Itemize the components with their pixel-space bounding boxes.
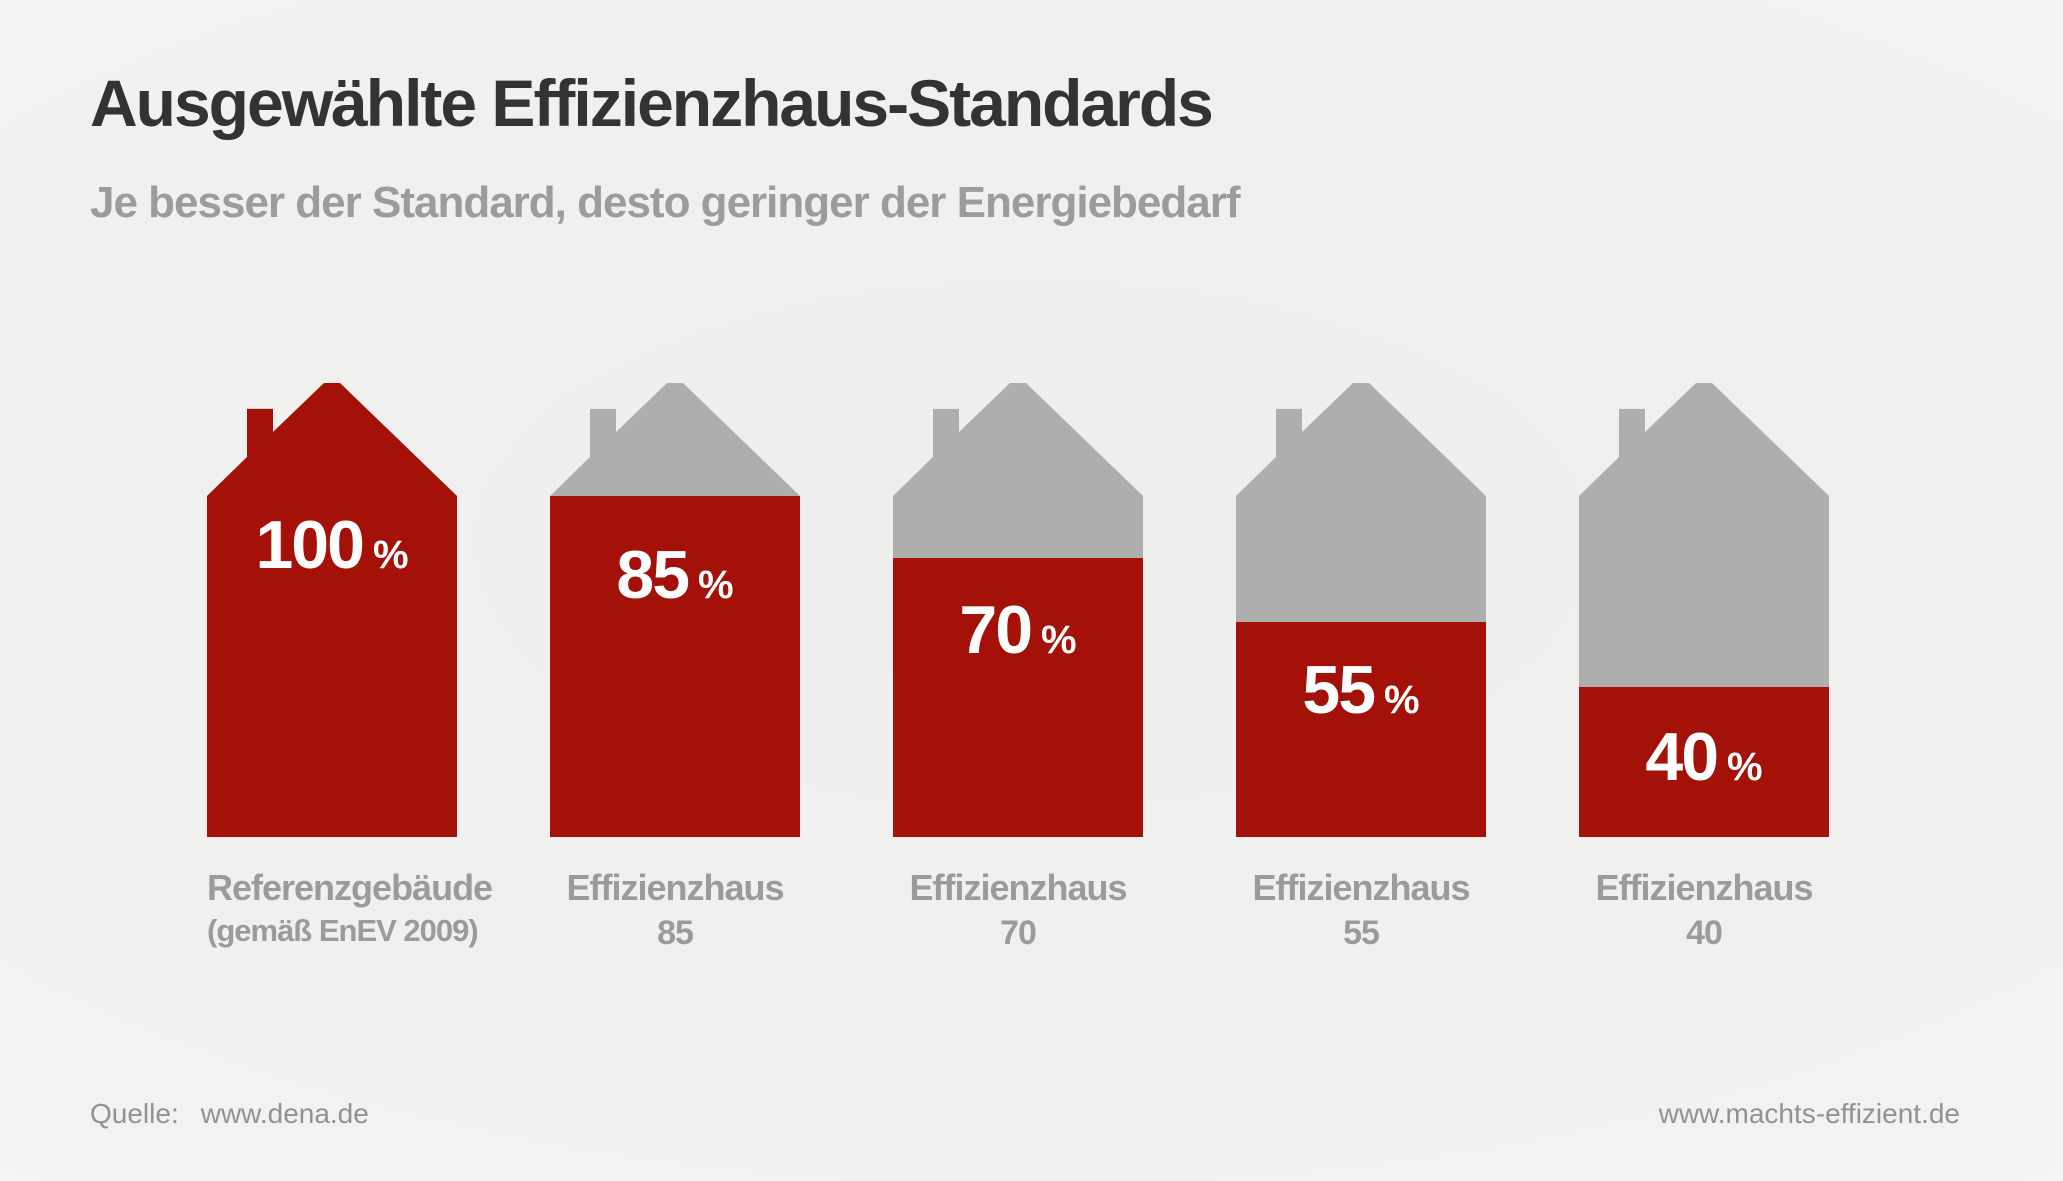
- percent-number: 40: [1645, 719, 1719, 795]
- category-label-line2: 55: [1343, 914, 1380, 953]
- page-title: Ausgewählte Effizienzhaus-Standards: [90, 66, 1214, 140]
- source-label: Quelle:: [90, 1098, 179, 1129]
- fill-level: [550, 496, 800, 837]
- category-label-effizienzhaus-70: Effizienzhaus 70: [893, 866, 1143, 955]
- house-pictogram-icon: 70%: [893, 383, 1143, 837]
- category-labels: Referenzgebäude (gemäß EnEV 2009) Effizi…: [207, 866, 1829, 955]
- percent-sign: %: [1041, 618, 1077, 662]
- house-bar-effizienzhaus-40: 40%: [1579, 383, 1829, 837]
- category-label-effizienzhaus-40: Effizienzhaus 40: [1579, 866, 1829, 955]
- house-pictogram-icon: 85%: [550, 383, 800, 837]
- percent-value: 85%: [550, 536, 800, 614]
- percent-number: 70: [959, 592, 1033, 668]
- category-label-line1: Effizienzhaus: [909, 867, 1127, 908]
- fill-level: [1579, 687, 1829, 837]
- percent-number: 85: [616, 537, 690, 613]
- category-label-referenzgebaeude: Referenzgebäude (gemäß EnEV 2009): [207, 866, 493, 955]
- house-bar-effizienzhaus-70: 70%: [893, 383, 1143, 837]
- house-pictogram-icon: 55%: [1236, 383, 1486, 837]
- category-label-line1: Effizienzhaus: [566, 867, 784, 908]
- percent-sign: %: [698, 563, 734, 607]
- category-label-line2: 40: [1686, 914, 1723, 953]
- category-label-line1: Effizienzhaus: [1252, 867, 1470, 908]
- page-subtitle: Je besser der Standard, desto geringer d…: [90, 178, 1241, 227]
- category-label-line1: Referenzgebäude: [207, 867, 493, 908]
- percent-value: 55%: [1236, 651, 1486, 729]
- house-pictogram-icon: 40%: [1579, 383, 1829, 837]
- house-pictogram-icon: 100%: [207, 383, 457, 837]
- percent-sign: %: [372, 533, 409, 577]
- house-bar-referenzgebaeude: 100%: [207, 383, 457, 837]
- source-url: www.dena.de: [200, 1098, 369, 1129]
- fill-level: [1236, 621, 1486, 837]
- fill-level: [207, 383, 457, 837]
- percent-number: 55: [1302, 652, 1376, 728]
- percent-sign: %: [1384, 678, 1420, 722]
- fill-level: [893, 557, 1143, 837]
- category-label-line2: (gemäß EnEV 2009): [207, 913, 479, 949]
- category-label-line2: 85: [657, 914, 694, 953]
- category-label-effizienzhaus-55: Effizienzhaus 55: [1236, 866, 1486, 955]
- chart-area: 100% 85% 70% 55%: [207, 383, 1829, 837]
- house-bar-effizienzhaus-85: 85%: [550, 383, 800, 837]
- category-label-effizienzhaus-85: Effizienzhaus 85: [550, 866, 800, 955]
- category-label-line2: 70: [1000, 914, 1037, 953]
- percent-sign: %: [1727, 745, 1763, 789]
- percent-value: 40%: [1579, 718, 1829, 796]
- percent-value: 70%: [893, 591, 1143, 669]
- house-bar-effizienzhaus-55: 55%: [1236, 383, 1486, 837]
- source-credit: Quelle: www.dena.de: [90, 1098, 369, 1130]
- site-url: www.machts-effizient.de: [1658, 1098, 1960, 1129]
- category-label-line1: Effizienzhaus: [1595, 867, 1813, 908]
- percent-number: 100: [255, 507, 364, 583]
- percent-value: 100%: [207, 506, 457, 584]
